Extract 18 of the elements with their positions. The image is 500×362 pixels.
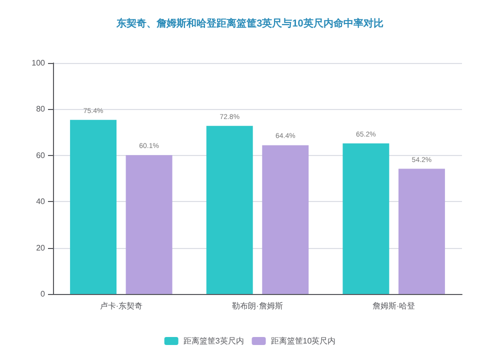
x-tick-label: 詹姆斯·哈登 <box>372 302 416 310</box>
bar <box>126 155 172 294</box>
legend-label: 距离篮筐10英尺内 <box>270 336 336 346</box>
bar <box>342 143 390 294</box>
bar <box>398 168 445 294</box>
x-tick-label: 卢卡·东契奇 <box>100 302 143 310</box>
y-tick-label: 40 <box>36 197 46 206</box>
y-tick-label: 0 <box>40 290 46 298</box>
bar <box>70 120 117 294</box>
y-tick-label: 100 <box>32 58 46 68</box>
bar <box>206 126 253 294</box>
bar <box>262 145 309 294</box>
x-tick-label: 勒布朗·詹姆斯 <box>232 302 283 310</box>
y-tick-label: 80 <box>36 104 46 114</box>
y-tick-label: 60 <box>36 150 46 160</box>
y-tick-label: 20 <box>36 243 46 252</box>
legend-label: 距离篮筐3英尺内 <box>183 336 244 346</box>
chart-title: 东契奇、詹姆斯和哈登距离篮筐3英尺与10英尺内命中率对比 <box>116 18 384 30</box>
